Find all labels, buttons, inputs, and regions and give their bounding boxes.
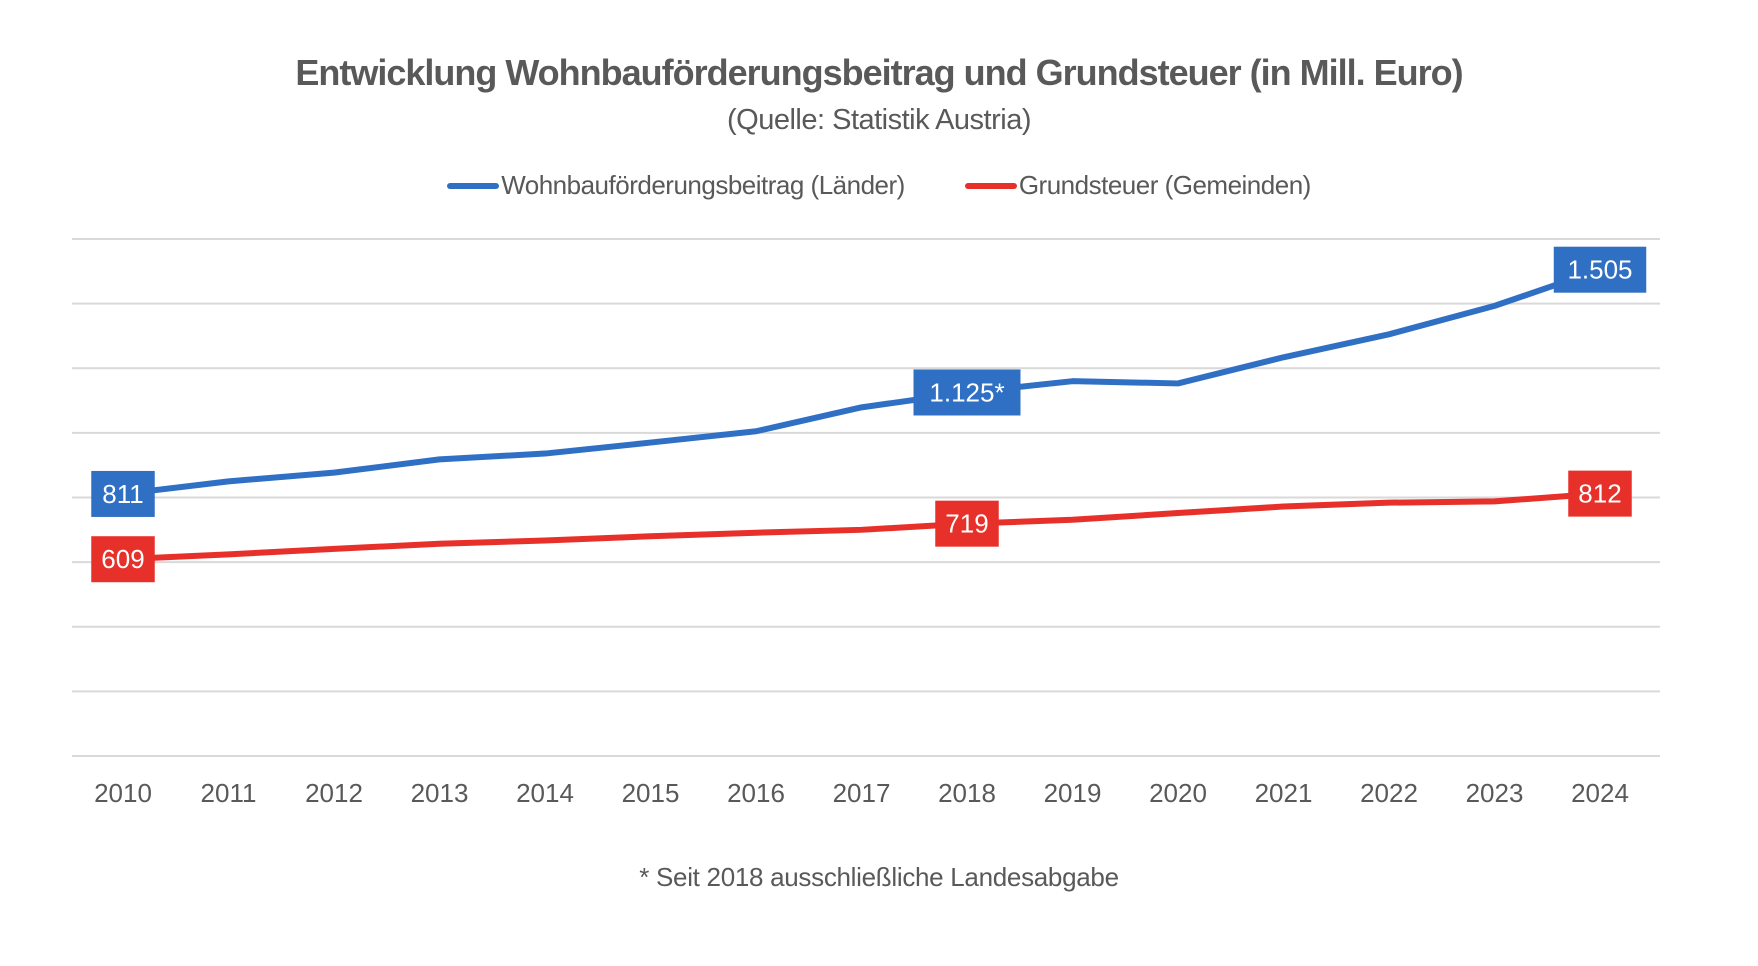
data-label-text: 811 — [102, 479, 143, 509]
data-label-text: 812 — [1578, 479, 1621, 509]
chart-subtitle: (Quelle: Statistik Austria) — [727, 104, 1032, 136]
data-label-text: 609 — [101, 544, 144, 574]
data-label: 1.505 — [1553, 246, 1647, 293]
series-lines — [120, 266, 1603, 563]
x-tick-label: 2024 — [1571, 778, 1629, 808]
x-tick-label: 2022 — [1360, 778, 1418, 808]
x-tick-label: 2018 — [938, 778, 996, 808]
x-tick-label: 2017 — [833, 778, 891, 808]
data-label-text: 1.505 — [1567, 255, 1632, 285]
x-tick-label: 2019 — [1044, 778, 1102, 808]
legend-swatch-red — [964, 182, 1017, 189]
data-label: 1.125* — [913, 369, 1021, 416]
data-label-box — [1553, 246, 1647, 293]
data-label: 609 — [91, 536, 155, 583]
legend-item-wohnbau[interactable]: Wohnbauförderungsbeitrag (Länder) — [447, 170, 905, 201]
data-labels: 811 1.125* 1.505 609 719 812 — [91, 246, 1647, 583]
footnote: * Seit 2018 ausschließliche Landesabgabe — [639, 862, 1119, 892]
data-label: 811 — [91, 470, 155, 517]
x-tick-label: 2021 — [1255, 778, 1313, 808]
series-line-1 — [120, 490, 1603, 563]
x-tick-label: 2011 — [201, 778, 257, 808]
chart-title: Entwicklung Wohnbauförderungsbeitrag und… — [295, 52, 1463, 93]
legend-swatch-blue — [447, 182, 500, 189]
legend-label: Grundsteuer (Gemeinden) — [1018, 170, 1311, 200]
legend: Wohnbauförderungsbeitrag (Länder) Grunds… — [0, 170, 1758, 201]
x-tick-label: 2023 — [1466, 778, 1524, 808]
legend-item-grundsteuer[interactable]: Grundsteuer (Gemeinden) — [964, 170, 1311, 201]
legend-label: Wohnbauförderungsbeitrag (Länder) — [501, 170, 905, 200]
data-label-text: 719 — [945, 509, 988, 539]
x-tick-label: 2016 — [727, 778, 785, 808]
data-label-text: 1.125* — [929, 377, 1004, 407]
data-label: 812 — [1568, 470, 1632, 517]
x-tick-label: 2014 — [516, 778, 574, 808]
x-tick-label: 2010 — [94, 778, 152, 808]
x-axis: 2010 2011 2012 2013 2014 2015 2016 2017 2018 2019… — [94, 778, 1629, 808]
data-label-box — [913, 369, 1021, 416]
x-tick-label: 2012 — [305, 778, 363, 808]
x-tick-label: 2013 — [411, 778, 469, 808]
data-label-box — [935, 500, 999, 547]
gridlines — [72, 238, 1660, 757]
x-tick-label: 2020 — [1149, 778, 1207, 808]
x-tick-label: 2015 — [622, 778, 680, 808]
data-label-box — [1568, 470, 1632, 517]
data-label: 719 — [935, 500, 999, 547]
data-label-box — [91, 536, 155, 583]
data-label-box — [91, 470, 155, 517]
